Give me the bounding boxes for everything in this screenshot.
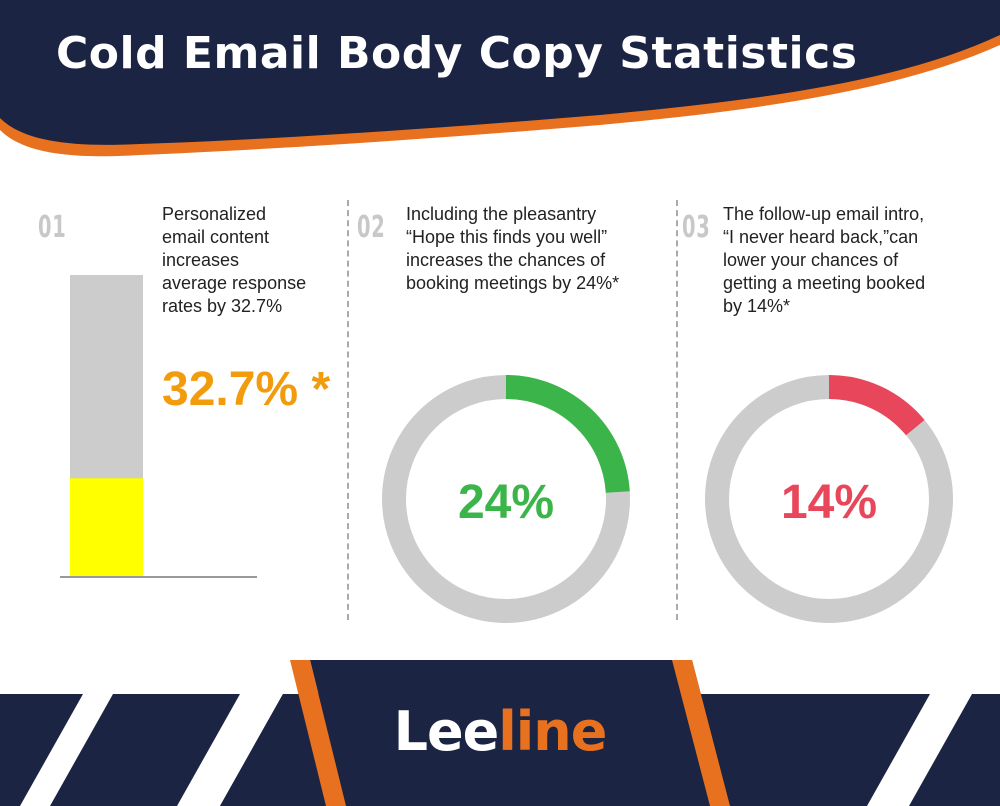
stat-text-line: increases the chances of [406, 250, 606, 270]
brand-logo-part: Lee [393, 700, 500, 763]
column-divider [676, 200, 678, 620]
stat-text-line: The follow-up email intro, [723, 204, 925, 224]
donut-value-arc [505, 375, 630, 494]
brand-logo: Leeline [0, 700, 1000, 763]
stat-text-line: “I never heard back,”can [723, 227, 919, 247]
stat-value-3: 14% [780, 476, 878, 529]
donut-chart-1 [382, 375, 630, 623]
stat-text-line: Personalized [162, 204, 267, 224]
column-divider [347, 200, 349, 620]
stat-text-line: lower your chances of [723, 250, 899, 270]
donut-chart-2 [705, 375, 953, 623]
stat-description-2: Including the pleasantry “Hope this find… [406, 203, 619, 295]
brand-logo-part: line [498, 700, 607, 763]
page-title: Cold Email Body Copy Statistics [56, 28, 858, 79]
stat-description-3: The follow-up email intro, “I never hear… [723, 203, 925, 318]
stat-description-1: Personalized email content increases ave… [162, 203, 306, 318]
stat-text-line: “Hope this finds you well” [406, 227, 608, 247]
stat-number-3: 03 [682, 210, 711, 245]
footer-banner [0, 660, 1000, 806]
stat-text-line: rates by 32.7% [162, 296, 283, 316]
header-banner [0, 0, 1000, 157]
stat-value-2: 24% [457, 476, 555, 529]
stat-text-line: email content [162, 227, 270, 247]
stat-number-1: 01 [38, 210, 67, 245]
stat-value-1: 32.7% * [162, 363, 331, 416]
stat-text-line: by 14%* [723, 296, 791, 316]
stat-text-line: Including the pleasantry [406, 204, 597, 224]
bar-value [70, 478, 143, 577]
stat-text-line: average response [162, 273, 307, 293]
stat-number-2: 02 [357, 210, 386, 245]
stat-text-line: getting a meeting booked [723, 273, 926, 293]
stat-text-line: increases [162, 250, 240, 270]
donut-value-arc [828, 375, 925, 436]
bar-chart [60, 275, 257, 578]
stat-text-line: booking meetings by 24%* [406, 273, 620, 293]
